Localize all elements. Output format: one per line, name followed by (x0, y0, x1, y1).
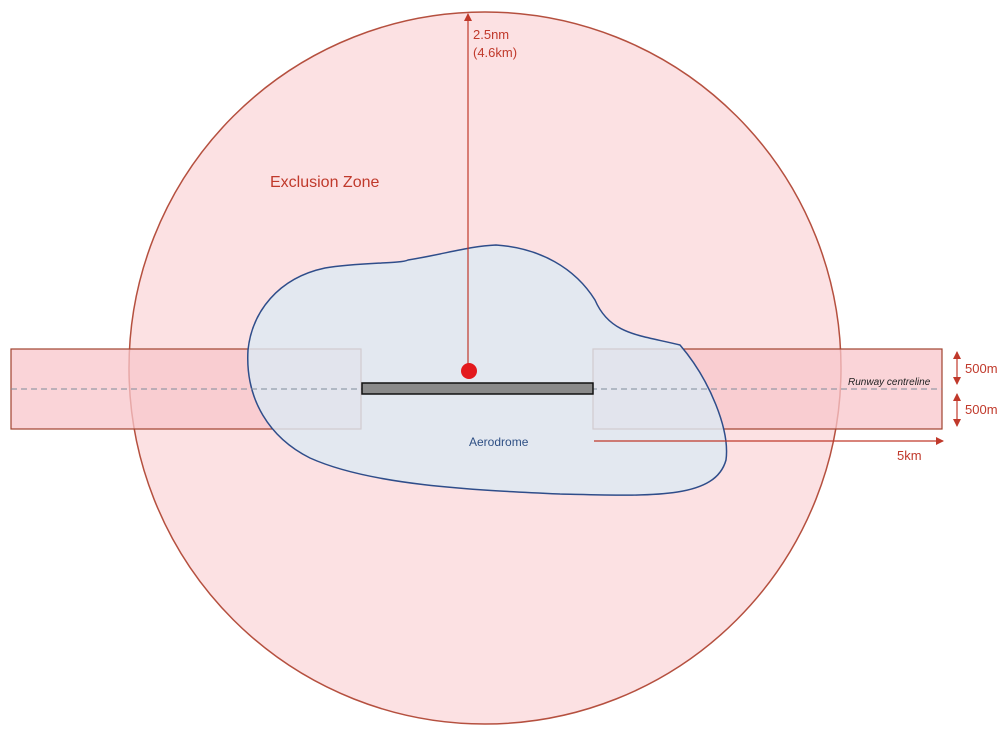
radius-nm-label: 2.5nm (473, 27, 509, 42)
width-lower-label: 500m (965, 402, 998, 417)
length-label: 5km (897, 448, 922, 463)
aerodrome-reference-point (461, 363, 477, 379)
runway (361, 382, 594, 395)
exclusion-zone-label: Exclusion Zone (270, 174, 379, 191)
runway-centreline-label: Runway centreline (848, 377, 931, 388)
width-upper-label: 500m (965, 361, 998, 376)
radius-km-label: (4.6km) (473, 45, 517, 60)
aerodrome-boundary (247, 244, 728, 496)
aerodrome-label: Aerodrome (469, 435, 529, 449)
